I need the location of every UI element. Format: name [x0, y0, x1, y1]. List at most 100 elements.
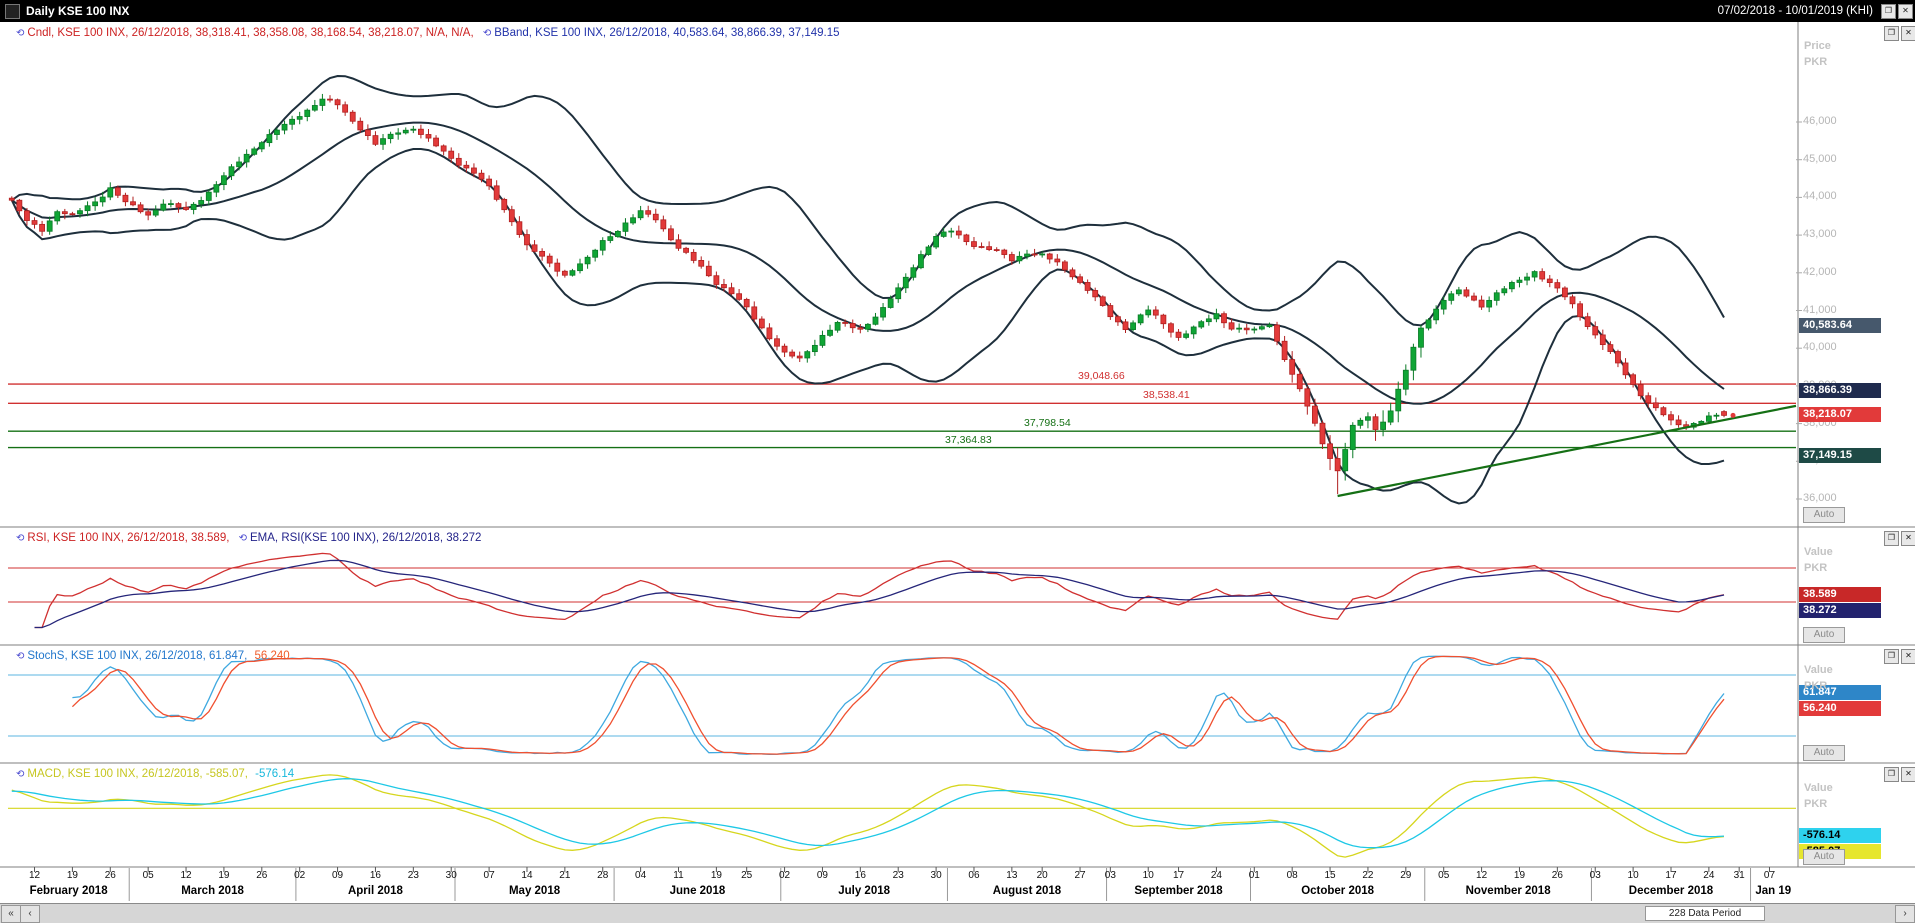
data-period-box[interactable]: 228 Data Period — [1645, 906, 1765, 921]
candle-body — [349, 111, 356, 122]
candle-body — [1281, 340, 1288, 360]
candle-body — [1524, 276, 1530, 281]
date-tick-label: 06 — [968, 870, 980, 881]
close-icon[interactable]: ✕ — [1901, 26, 1915, 41]
candle-body — [1637, 384, 1644, 397]
candle-ohlc-readout[interactable]: Cndl, KSE 100 INX, 26/12/2018, 38,318.41… — [27, 27, 474, 39]
rsi-readout[interactable]: RSI, KSE 100 INX, 26/12/2018, 38.589, — [27, 532, 230, 544]
candle-body — [311, 105, 318, 111]
candle-body — [1099, 296, 1106, 306]
candle-body — [296, 116, 303, 120]
date-tick-label: 19 — [218, 870, 230, 881]
candle-body — [895, 287, 902, 300]
candle-body — [971, 241, 977, 247]
candle-body — [190, 203, 197, 210]
axis-value-badge: 56.240 — [1799, 701, 1881, 717]
candle-body — [1289, 359, 1296, 375]
app-icon — [5, 3, 20, 19]
candle-body — [652, 213, 659, 221]
horizontal-scrollbar[interactable]: « ‹ 228 Data Period › — [0, 903, 1915, 923]
candle-body — [1652, 402, 1659, 409]
candle-body — [736, 293, 743, 300]
price-axis-tick-label: 40,000 — [1803, 341, 1837, 354]
candle-body — [342, 104, 349, 113]
candle-body — [1039, 253, 1046, 256]
scroll-far-left-icon[interactable]: « — [1, 905, 21, 923]
restore-icon[interactable]: ❐ — [1884, 531, 1899, 546]
series-line — [10, 148, 1725, 505]
candle-body — [1175, 331, 1182, 338]
close-icon[interactable]: ✕ — [1898, 3, 1913, 19]
macd-panel-controls: ❐ ✕ — [1884, 767, 1915, 782]
candle-body — [1478, 299, 1485, 308]
candle-body — [1721, 411, 1727, 416]
candle-body — [781, 345, 788, 353]
candle-body — [1402, 369, 1409, 390]
macd-auto-scale-button[interactable]: Auto — [1803, 849, 1845, 865]
candle-body — [789, 351, 796, 357]
macd-axis-unit: PKR — [1804, 798, 1828, 810]
rsi-ema-readout[interactable]: EMA, RSI(KSE 100 INX), 26/12/2018, 38.27… — [250, 532, 482, 544]
candle-body — [334, 99, 341, 106]
series-line — [11, 74, 1725, 327]
candle-body — [183, 206, 189, 210]
trendline[interactable] — [1337, 404, 1797, 498]
date-tick-label: 12 — [180, 870, 192, 881]
restore-icon[interactable]: ❐ — [1884, 649, 1899, 664]
candle-body — [425, 134, 432, 139]
candle-body — [1531, 271, 1538, 278]
candle-body — [1016, 255, 1023, 262]
rsi-auto-scale-button[interactable]: Auto — [1803, 627, 1845, 643]
date-tick-label: 26 — [256, 870, 268, 881]
candle-body — [1024, 253, 1030, 257]
date-tick-label: 24 — [1703, 870, 1715, 881]
series-line — [71, 655, 1725, 755]
stoch-auto-scale-button[interactable]: Auto — [1803, 745, 1845, 761]
candle-body — [1137, 314, 1144, 324]
candle-body — [713, 275, 720, 285]
date-tick-label: 29 — [1400, 870, 1412, 881]
restore-icon[interactable]: ❐ — [1881, 3, 1896, 19]
candle-body — [175, 203, 182, 208]
axis-value-badge: 38,866.39 — [1799, 382, 1881, 398]
candle-body — [1266, 324, 1273, 328]
candle-body — [857, 327, 864, 330]
month-label: June 2018 — [669, 885, 726, 897]
restore-icon[interactable]: ❐ — [1884, 26, 1899, 41]
stoch-readout[interactable]: StochS, KSE 100 INX, 26/12/2018, 61.847, — [27, 650, 248, 662]
macd-signal-readout[interactable]: -576.14 — [255, 768, 295, 780]
bband-readout[interactable]: BBand, KSE 100 INX, 26/12/2018, 40,583.6… — [494, 27, 840, 39]
restore-icon[interactable]: ❐ — [1884, 767, 1899, 782]
price-axis-tick-label: 46,000 — [1803, 115, 1837, 127]
candle-body — [698, 260, 705, 267]
candle-body — [933, 236, 939, 248]
candle-body — [145, 211, 152, 216]
candle-body — [902, 276, 909, 289]
stoch-d-readout[interactable]: 56.240 — [254, 650, 290, 662]
candle-body — [1251, 328, 1258, 331]
month-label: November 2018 — [1465, 885, 1551, 897]
close-icon[interactable]: ✕ — [1901, 649, 1915, 664]
date-tick-label: 07 — [483, 870, 495, 881]
candle-body — [660, 219, 667, 230]
candle-body — [1448, 293, 1455, 301]
close-icon[interactable]: ✕ — [1901, 531, 1915, 546]
candle-body — [319, 98, 326, 106]
macd-readout[interactable]: MACD, KSE 100 INX, 26/12/2018, -585.07, — [27, 768, 248, 780]
candle-body — [236, 161, 242, 168]
scroll-left-icon[interactable]: ‹ — [20, 905, 40, 923]
price-indicator-row: ⟲ Cndl, KSE 100 INX, 26/12/2018, 38,318.4… — [10, 27, 840, 39]
price-axis-tick-label: 44,000 — [1803, 190, 1837, 203]
candle-body — [1160, 314, 1167, 325]
candle-body — [955, 230, 962, 236]
close-icon[interactable]: ✕ — [1901, 767, 1915, 782]
candle-body — [478, 172, 485, 180]
scroll-right-icon[interactable]: › — [1895, 905, 1915, 923]
candle-body — [266, 134, 273, 144]
candle-body — [1645, 395, 1652, 404]
price-auto-scale-button[interactable]: Auto — [1803, 507, 1845, 523]
month-label: March 2018 — [181, 885, 244, 897]
candle-body — [1615, 351, 1621, 364]
